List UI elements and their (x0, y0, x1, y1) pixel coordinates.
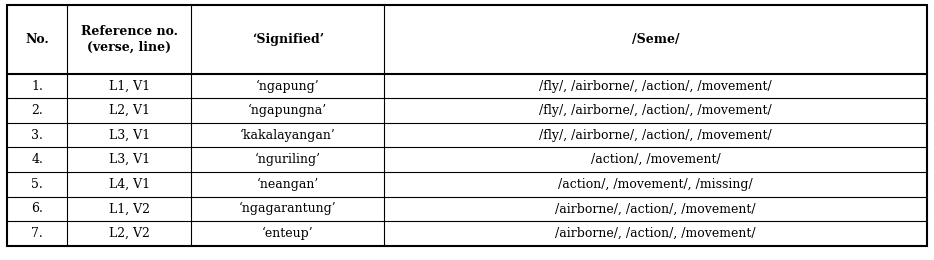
Text: 2.: 2. (32, 104, 43, 117)
Text: L2, V1: L2, V1 (108, 104, 149, 117)
Text: 5.: 5. (32, 178, 43, 191)
Text: L3, V1: L3, V1 (108, 153, 149, 166)
Text: ‘kakalayangan’: ‘kakalayangan’ (240, 128, 335, 142)
Text: ‘ngapung’: ‘ngapung’ (256, 79, 319, 93)
Text: Reference no.
(verse, line): Reference no. (verse, line) (80, 25, 177, 54)
Text: ‘neangan’: ‘neangan’ (257, 178, 318, 191)
Text: ‘enteup’: ‘enteup’ (262, 227, 314, 240)
Text: /action/, /movement/, /missing/: /action/, /movement/, /missing/ (558, 178, 753, 191)
Text: /action/, /movement/: /action/, /movement/ (590, 153, 720, 166)
Text: L3, V1: L3, V1 (108, 129, 149, 142)
Text: /fly/, /airborne/, /action/, /movement/: /fly/, /airborne/, /action/, /movement/ (539, 80, 771, 93)
Text: L1, V1: L1, V1 (108, 80, 149, 93)
Text: /fly/, /airborne/, /action/, /movement/: /fly/, /airborne/, /action/, /movement/ (539, 104, 771, 117)
Text: L4, V1: L4, V1 (108, 178, 149, 191)
Text: /Seme/: /Seme/ (631, 33, 679, 46)
Text: /airborne/, /action/, /movement/: /airborne/, /action/, /movement/ (555, 227, 756, 240)
Text: /airborne/, /action/, /movement/: /airborne/, /action/, /movement/ (555, 202, 756, 215)
Text: L1, V2: L1, V2 (108, 202, 149, 215)
Text: 6.: 6. (32, 202, 43, 215)
Text: /fly/, /airborne/, /action/, /movement/: /fly/, /airborne/, /action/, /movement/ (539, 129, 771, 142)
Text: 7.: 7. (32, 227, 43, 240)
Text: 1.: 1. (32, 80, 43, 93)
Text: ‘ngapungna’: ‘ngapungna’ (248, 104, 327, 117)
Text: No.: No. (25, 33, 50, 46)
Text: 3.: 3. (32, 129, 43, 142)
Text: 4.: 4. (32, 153, 43, 166)
Text: ‘ngagarantung’: ‘ngagarantung’ (239, 202, 336, 216)
Text: ‘Signified’: ‘Signified’ (252, 33, 324, 46)
Text: ‘nguriling’: ‘nguriling’ (255, 153, 320, 166)
Text: L2, V2: L2, V2 (108, 227, 149, 240)
